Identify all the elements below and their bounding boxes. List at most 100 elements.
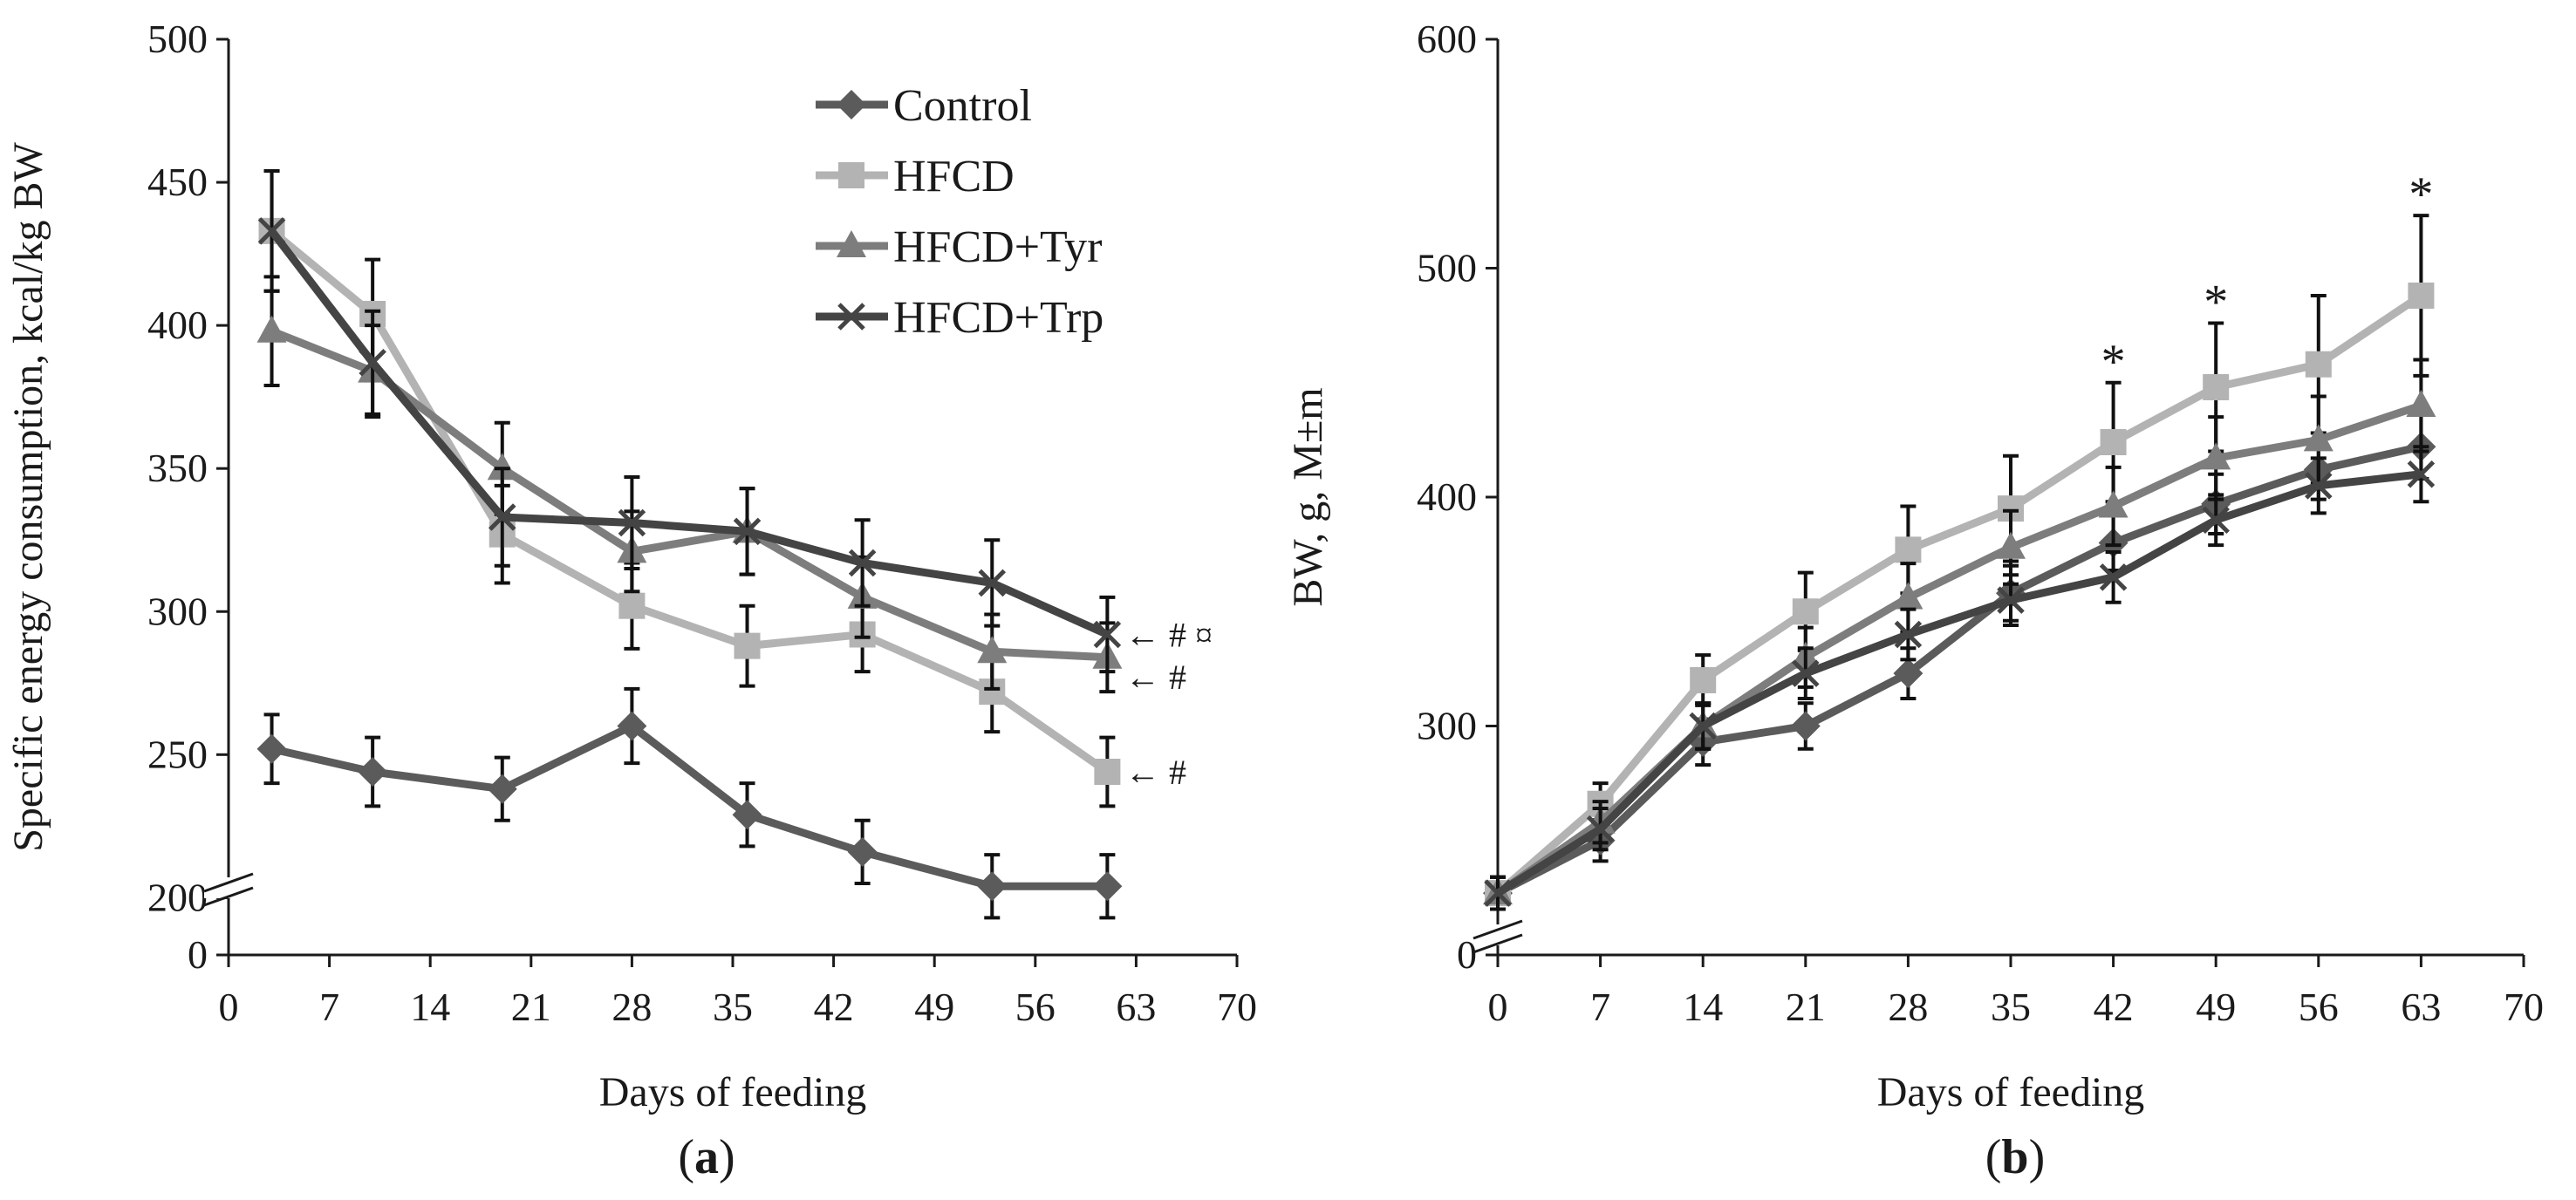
- data-point-marker: [1092, 871, 1123, 902]
- x-tick-label-a: 21: [511, 985, 551, 1029]
- x-axis-title-b: Days of feeding: [1877, 1069, 2145, 1115]
- data-point-marker: [848, 549, 877, 577]
- panel-label-a: (a): [678, 1130, 735, 1184]
- y-tick-label-a: 200: [147, 875, 208, 919]
- legend-marker: [837, 303, 865, 331]
- data-point-marker: [487, 453, 517, 481]
- x-tick-label-b: 49: [2196, 985, 2236, 1029]
- series-line: [270, 327, 1108, 662]
- data-point-marker: [1093, 620, 1122, 649]
- data-point-marker: [618, 592, 646, 619]
- data-point-marker: [2098, 490, 2128, 518]
- data-point-marker: [1893, 582, 1923, 610]
- x-tick-label-b: 35: [1991, 985, 2031, 1029]
- data-point-marker: [2408, 283, 2435, 309]
- series-line: [1495, 470, 2422, 897]
- data-point-marker: [1586, 815, 1615, 843]
- data-point-marker: [2407, 460, 2436, 488]
- data-point-marker: [618, 508, 646, 537]
- y-tick-label-b: 400: [1417, 474, 1477, 519]
- data-point-marker: [1790, 711, 1821, 741]
- data-point-marker: [1792, 598, 1819, 625]
- x-tick-label-b: 0: [1488, 985, 1508, 1029]
- y-tick-label-a: 500: [147, 17, 208, 61]
- data-point-marker: [977, 871, 1008, 902]
- data-point-marker: [2406, 390, 2436, 417]
- x-tick-label-b: 28: [1888, 985, 1928, 1029]
- axis-break-mark-b: [1472, 933, 1523, 954]
- significance-star: *: [2204, 276, 2228, 330]
- series-annotation: ← #: [1125, 753, 1186, 792]
- data-point-marker: [732, 800, 762, 830]
- data-point-marker: [1894, 620, 1923, 649]
- y-axis-title-b: BW, g, M±m: [1285, 387, 1331, 606]
- data-point-marker: [1895, 536, 1922, 563]
- legend: Control HFCD HFCD+Tyr HFCD+Trp: [816, 81, 1104, 343]
- data-point-marker: [617, 711, 647, 741]
- x-tick-label-a: 56: [1015, 985, 1056, 1029]
- legend-label: HFCD: [893, 152, 1015, 201]
- axis-break-mark-a: [203, 872, 254, 893]
- x-tick-label-a: 42: [814, 985, 854, 1029]
- data-point-marker: [734, 632, 761, 659]
- y-tick-label-b: 600: [1417, 17, 1477, 61]
- data-point-marker: [257, 217, 286, 245]
- y-tick-label-a: 450: [147, 160, 208, 204]
- data-point-marker: [2099, 563, 2128, 591]
- x-tick-label-a: 28: [612, 985, 652, 1029]
- y-tick-label-a: 250: [147, 732, 208, 776]
- y-tick-label-b: 300: [1417, 704, 1477, 748]
- y-axis-title-a: Specific energy consumption, kcal/kg BW: [5, 142, 51, 852]
- data-point-marker: [2305, 472, 2333, 500]
- x-tick-label-b: 14: [1683, 985, 1723, 1029]
- data-point-marker: [1689, 712, 1717, 740]
- legend-marker: [838, 162, 864, 188]
- data-point-marker: [2100, 429, 2127, 455]
- data-point-marker: [2202, 506, 2230, 535]
- legend-label: HFCD+Trp: [893, 293, 1104, 343]
- y-tick-label-a: 400: [147, 303, 208, 347]
- data-point-marker: [733, 517, 762, 546]
- x-tick-label-a: 49: [914, 985, 954, 1029]
- y-tick-label-b: 500: [1417, 246, 1477, 290]
- significance-star: *: [2101, 335, 2126, 389]
- series-line: [268, 228, 1110, 638]
- data-point-marker: [1996, 531, 2026, 559]
- data-point-marker: [358, 757, 388, 787]
- x-tick-label-a: 70: [1217, 985, 1257, 1029]
- x-tick-label-a: 35: [713, 985, 753, 1029]
- series-b-hfcd-trp: [1484, 445, 2436, 911]
- data-point-marker: [359, 349, 386, 377]
- x-tick-label-b: 56: [2299, 985, 2339, 1029]
- data-point-marker: [1893, 658, 1923, 689]
- series-a-hfcd: ← #: [258, 168, 1186, 808]
- chart-panel-a: 200 250 300 350 400 450 500 00 7 14 21 28 35 42 49 56 63…: [5, 17, 1257, 1184]
- data-point-marker: [489, 503, 516, 531]
- data-point-marker: [1997, 586, 2025, 614]
- series-a-control: [256, 686, 1123, 920]
- data-point-marker: [847, 836, 878, 867]
- data-point-marker: [2305, 351, 2332, 378]
- x-tick-label-a: 14: [410, 985, 450, 1029]
- series-a-hfcd-trp: ← # ¤: [257, 168, 1213, 674]
- data-point-marker: [1792, 659, 1820, 687]
- data-point-marker: [256, 733, 287, 764]
- data-point-marker: [2203, 374, 2230, 400]
- series-b-control: [1483, 412, 2436, 911]
- data-point-marker: [256, 315, 287, 343]
- data-point-marker: [487, 774, 517, 804]
- data-point-marker: [2303, 424, 2333, 452]
- data-point-marker: [977, 636, 1008, 664]
- legend-marker: [837, 230, 866, 257]
- x-tick-label-a: 7: [319, 985, 339, 1029]
- x-tick-label-b: 42: [2094, 985, 2134, 1029]
- data-point-marker: [978, 569, 1007, 597]
- axis-break-mark-a: [203, 886, 254, 907]
- panel-label-b: (b): [1985, 1130, 2045, 1184]
- series-line: [1495, 442, 2422, 897]
- x-tick-label-b: 63: [2401, 985, 2441, 1029]
- x-tick-label-b: 7: [1590, 985, 1610, 1029]
- x-axis-title-a: Days of feeding: [599, 1069, 867, 1115]
